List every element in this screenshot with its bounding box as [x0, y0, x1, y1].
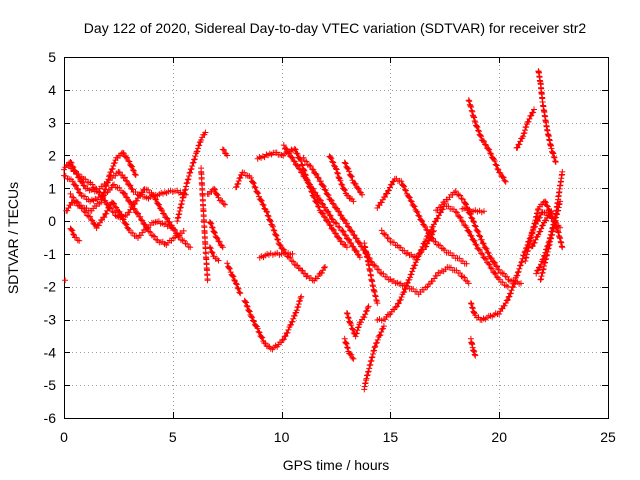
marker-trail [300, 154, 472, 298]
marker-trail [256, 249, 296, 261]
grid-layer [64, 57, 608, 418]
series-arc-30 [433, 188, 524, 287]
marker-trail [206, 219, 226, 251]
y-tick-label: -5 [44, 377, 57, 393]
marker-trail [65, 162, 194, 251]
x-tick-label: 10 [274, 429, 290, 445]
marker-trail [62, 277, 69, 284]
series-arc-4 [63, 199, 176, 241]
marker-trail [465, 97, 509, 185]
marker-trail [63, 199, 176, 241]
marker-trail [361, 323, 387, 393]
series-arc-7 [62, 277, 69, 284]
x-tick-label: 5 [169, 429, 177, 445]
marker-trail [67, 149, 139, 214]
series-arc-36 [535, 68, 559, 165]
series-arc-34 [467, 335, 479, 359]
x-tick-label: 0 [60, 429, 68, 445]
y-tick-label: 0 [48, 213, 56, 229]
y-axis-label: SDTVAR / TECUs [5, 182, 21, 294]
data-points [61, 68, 566, 393]
marker-trail [433, 188, 524, 287]
series-arc-25 [361, 240, 381, 307]
series-arc-22 [341, 159, 366, 198]
series-arc-40 [528, 208, 555, 250]
marker-trail [341, 335, 357, 362]
series-arc-23 [343, 303, 372, 340]
marker-trail [341, 159, 366, 198]
marker-trail [378, 227, 437, 261]
marker-trail [67, 225, 83, 244]
marker-trail [528, 208, 555, 250]
series-arc-20 [300, 154, 472, 298]
series-arc-32 [465, 97, 509, 185]
y-tick-label: -4 [44, 344, 57, 360]
marker-trail [232, 169, 329, 284]
marker-trail [535, 68, 559, 165]
marker-trail [513, 106, 537, 151]
marker-trail [219, 146, 231, 159]
series-arc-21 [326, 153, 357, 205]
series-arc-29 [378, 227, 437, 261]
marker-trail [361, 240, 381, 307]
y-tick-label: 2 [48, 147, 56, 163]
series-arc-15 [232, 169, 329, 284]
y-tick-label: 5 [48, 49, 56, 65]
series-arc-8 [174, 129, 209, 225]
series-arc-16 [241, 293, 305, 353]
series-arc-17 [256, 249, 296, 261]
series-arc-3 [65, 162, 194, 251]
x-tick-label: 15 [383, 429, 399, 445]
series-arc-14 [224, 260, 244, 297]
y-tick-label: -2 [44, 279, 57, 295]
series-arc-12 [219, 146, 231, 159]
marker-trail [204, 185, 228, 208]
marker-trail [326, 153, 357, 205]
series-arc-31 [459, 205, 487, 216]
x-tick-label: 25 [600, 429, 616, 445]
marker-trail [224, 260, 244, 297]
y-tick-label: -6 [44, 410, 57, 426]
series-arc-26 [361, 323, 387, 393]
plot-frame [64, 57, 609, 419]
marker-trail [241, 293, 305, 353]
marker-trail [537, 198, 564, 283]
y-tick-label: 1 [48, 180, 56, 196]
marker-trail [206, 244, 222, 264]
series-arc-28 [374, 175, 470, 267]
marker-trail [174, 129, 209, 225]
series-arc-33 [467, 209, 564, 323]
series-arc-18 [254, 145, 350, 251]
axis-ticks: 0 5 10 15 20 25 -6 -5 -4 -3 -2 -1 0 1 2 3 4 5 [44, 49, 616, 445]
marker-trail [459, 205, 487, 216]
series-arc-5 [67, 149, 139, 214]
marker-trail [343, 303, 372, 340]
x-tick-label: 20 [491, 429, 507, 445]
series-arc-27 [374, 200, 511, 324]
marker-trail [254, 145, 350, 251]
series-arc-13 [206, 244, 222, 264]
series-arc-10 [204, 185, 228, 208]
y-tick-label: -3 [44, 312, 57, 328]
marker-trail [467, 335, 479, 359]
series-arc-19 [280, 142, 363, 261]
marker-trail [374, 200, 511, 324]
series-arc-11 [206, 219, 226, 251]
y-tick-label: 4 [48, 82, 56, 98]
series-arc-35 [513, 106, 537, 151]
series-arc-39 [537, 198, 564, 283]
series-arc-9 [198, 165, 211, 284]
series-arc-24 [341, 335, 357, 362]
y-tick-label: 3 [48, 115, 56, 131]
y-tick-label: -1 [44, 246, 57, 262]
marker-trail [374, 175, 470, 267]
series-arc-6 [67, 225, 83, 244]
marker-trail [198, 165, 211, 284]
marker-trail [467, 209, 564, 323]
chart-title: Day 122 of 2020, Sidereal Day-to-day VTE… [84, 20, 587, 36]
marker-trail [280, 142, 363, 261]
x-axis-label: GPS time / hours [283, 457, 390, 473]
